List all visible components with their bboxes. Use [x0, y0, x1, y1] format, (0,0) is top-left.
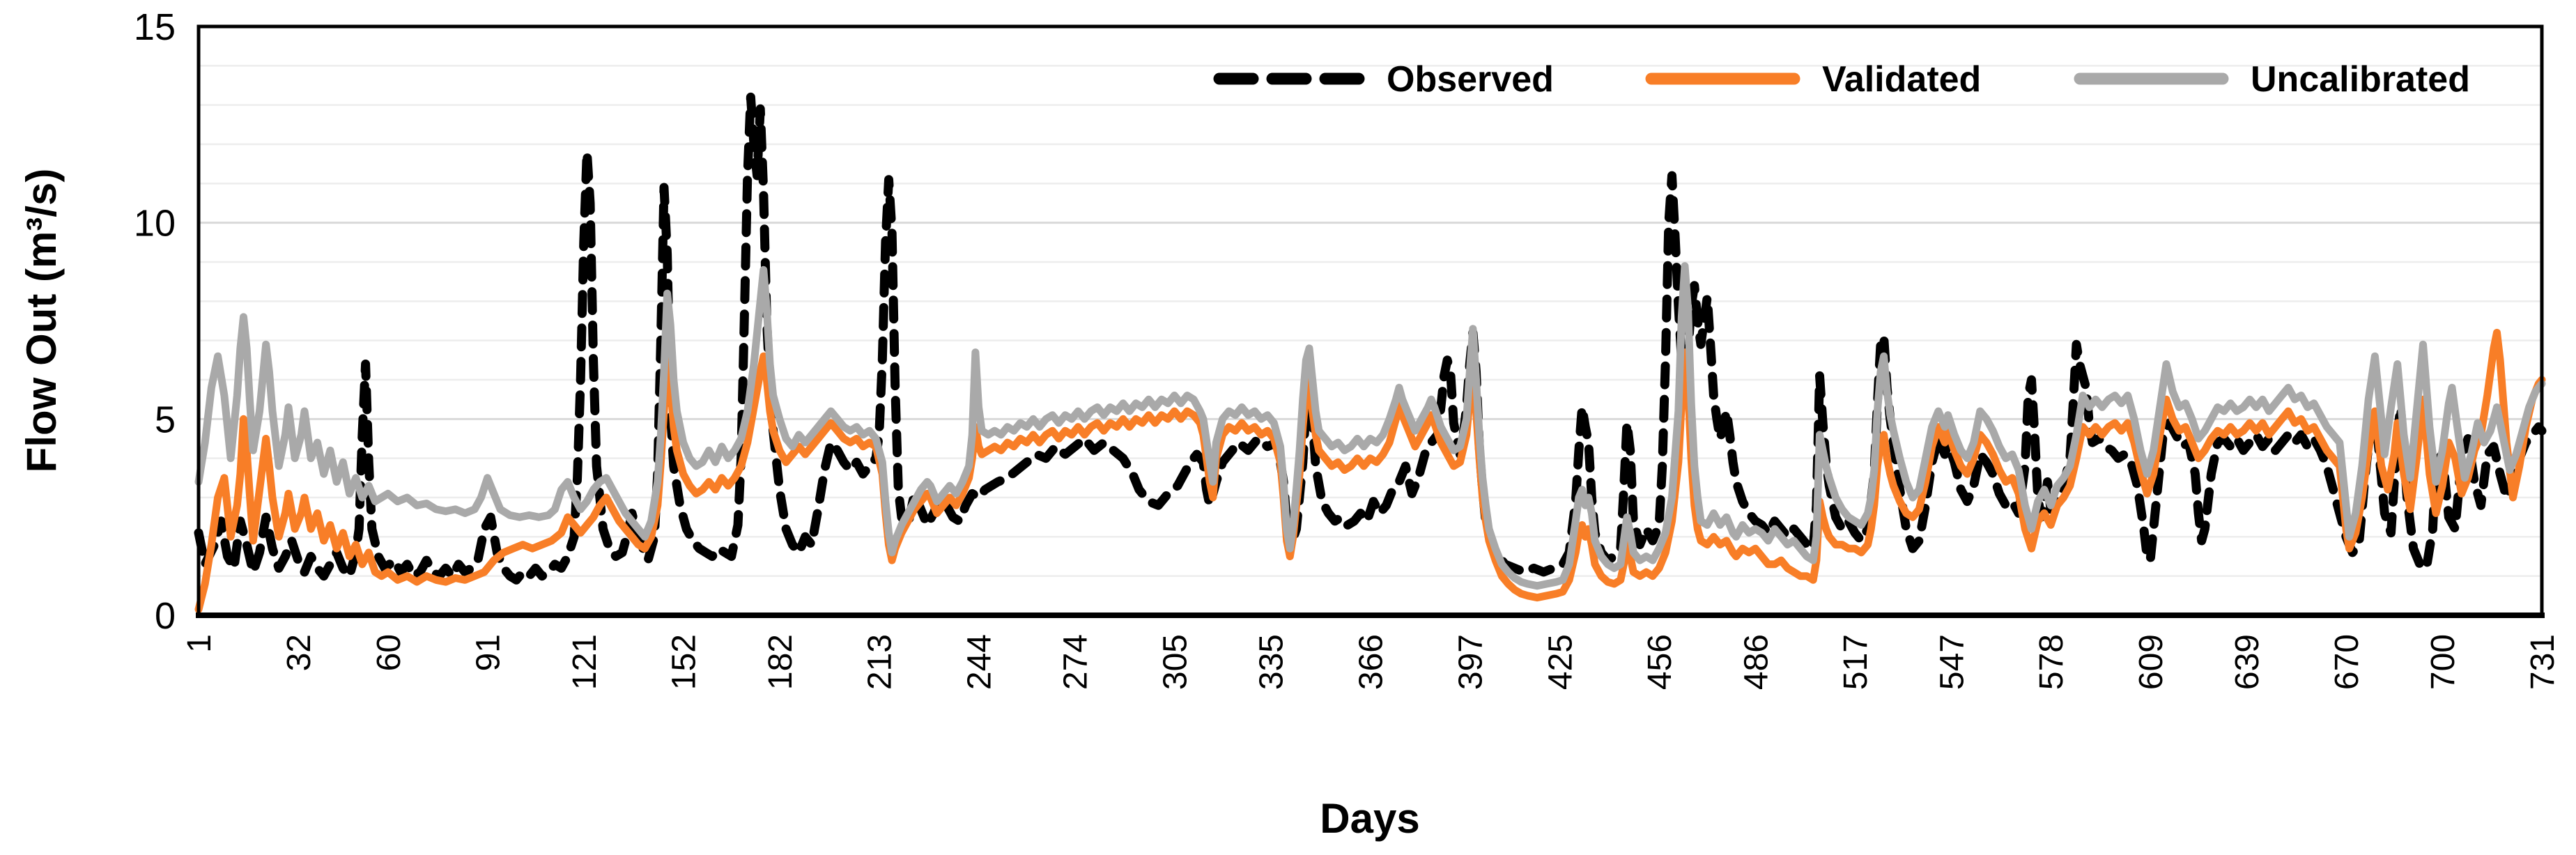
x-tick-label: 305 [1157, 634, 1194, 690]
x-tick-label: 335 [1254, 634, 1290, 690]
x-tick-label: 60 [371, 634, 408, 671]
x-tick-label: 456 [1642, 634, 1679, 690]
legend-observed-label: Observed [1387, 59, 1554, 100]
y-axis-title: Flow Out (m³/s) [18, 169, 65, 473]
x-tick-label: 670 [2329, 634, 2366, 690]
x-tick-label: 274 [1058, 634, 1095, 690]
plot-area-border [196, 24, 2544, 617]
x-tick-label: 1 [181, 634, 218, 653]
y-tick-label: 5 [155, 399, 176, 440]
x-tick-label: 213 [862, 634, 899, 690]
series-uncalibrated-line [194, 262, 2546, 590]
x-tick-label: 397 [1452, 634, 1489, 690]
x-tick-label: 91 [470, 634, 507, 671]
x-tick-label: 609 [2133, 634, 2170, 690]
y-tick-label: 15 [134, 6, 176, 48]
x-tick-label: 731 [2524, 634, 2561, 690]
gridlines [199, 65, 2542, 577]
x-tick-label: 152 [666, 634, 703, 690]
legend-uncalibrated-label: Uncalibrated [2251, 59, 2470, 100]
y-axis-tick-labels: 0 5 10 15 [134, 6, 176, 637]
x-tick-label: 700 [2425, 634, 2462, 690]
x-tick-label: 578 [2033, 634, 2070, 690]
x-tick-label: 547 [1934, 634, 1970, 690]
x-tick-label: 639 [2229, 634, 2266, 690]
data-series [194, 92, 2547, 613]
x-tick-label: 244 [961, 634, 998, 690]
legend: Observed Validated Uncalibrated [1213, 59, 2470, 100]
x-tick-label: 366 [1353, 634, 1390, 690]
x-tick-label: 517 [1837, 634, 1874, 690]
x-axis-tick-labels: 1 32 60 91 121 152 182 213 244 274 305 335 366 397 425… [181, 634, 2561, 690]
y-tick-label: 0 [155, 595, 176, 637]
x-tick-label: 425 [1542, 634, 1579, 690]
x-tick-label: 486 [1738, 634, 1775, 690]
series-observed-line [194, 92, 2547, 585]
legend-validated-label: Validated [1822, 59, 1981, 100]
x-tick-label: 32 [281, 634, 318, 671]
x-tick-label: 182 [762, 634, 799, 690]
x-axis-title: Days [1320, 795, 1419, 842]
y-tick-label: 10 [134, 203, 176, 245]
x-tick-label: 121 [566, 634, 603, 690]
